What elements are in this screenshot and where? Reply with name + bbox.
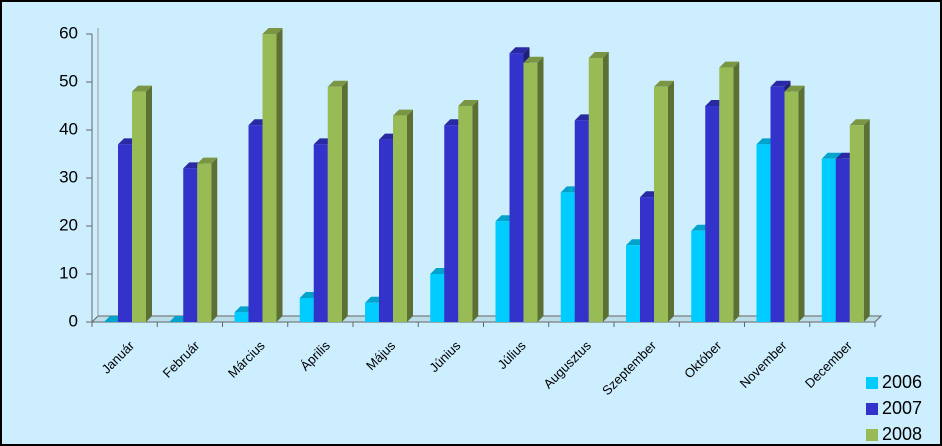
bar — [756, 144, 771, 322]
bar-side — [537, 56, 544, 323]
legend-swatch — [866, 429, 878, 441]
bar-side — [798, 85, 805, 322]
bar-side — [407, 109, 413, 322]
bar — [248, 125, 263, 322]
legend-label: 2008 — [882, 424, 922, 444]
legend-label: 2007 — [882, 398, 922, 418]
bar-side — [472, 100, 479, 322]
bar — [393, 115, 407, 322]
bar — [523, 62, 538, 323]
bar — [299, 298, 314, 322]
y-tick-label: 30 — [59, 167, 78, 186]
bar — [495, 221, 510, 322]
bar — [379, 139, 393, 322]
bar — [640, 197, 654, 322]
bar — [784, 91, 799, 322]
bar-side — [341, 80, 348, 322]
bar — [262, 34, 277, 322]
legend-swatch — [866, 403, 878, 415]
bar — [770, 86, 785, 322]
bar-top — [588, 52, 609, 58]
bar-top — [784, 85, 805, 92]
bar-top — [821, 152, 842, 159]
y-tick-label: 50 — [59, 71, 78, 90]
y-tick-label: 20 — [59, 215, 78, 234]
legend-label: 2006 — [882, 372, 922, 392]
bar — [560, 192, 575, 322]
bar-side — [276, 28, 283, 322]
y-tick-label: 60 — [59, 23, 78, 42]
bar — [327, 86, 342, 322]
bar — [626, 245, 640, 322]
bar — [588, 58, 603, 322]
bar-top — [393, 109, 413, 116]
bar-side — [602, 52, 609, 322]
bar — [654, 86, 668, 322]
bar — [365, 302, 379, 322]
bar — [444, 125, 459, 322]
bar-top — [654, 80, 674, 87]
bar — [313, 144, 328, 322]
bar-side — [146, 85, 152, 322]
bar-top — [132, 85, 152, 92]
bar-side — [211, 157, 218, 322]
bar — [132, 91, 146, 322]
bar-side — [668, 80, 674, 322]
y-tick-label: 40 — [59, 119, 78, 138]
bar — [458, 106, 473, 322]
bar — [719, 67, 734, 322]
bar — [234, 312, 249, 322]
bar-top — [262, 28, 283, 34]
bar-top — [509, 47, 530, 54]
bar — [849, 125, 864, 322]
bar — [835, 158, 850, 322]
bar-top — [719, 61, 740, 68]
bar — [705, 106, 720, 322]
legend-swatch — [866, 377, 878, 389]
bar — [430, 274, 445, 322]
bar — [574, 120, 589, 323]
bar — [197, 163, 212, 322]
bar — [691, 230, 706, 322]
y-tick-label: 10 — [59, 263, 78, 282]
bar-top — [523, 56, 544, 63]
bar-top — [327, 80, 348, 87]
bar — [118, 144, 132, 322]
bar — [509, 53, 524, 322]
y-tick-label: 0 — [69, 311, 78, 330]
bar-top — [458, 100, 479, 106]
bar-top — [770, 80, 791, 87]
bar-side — [733, 61, 740, 322]
bar-side — [863, 119, 870, 322]
bar-top — [849, 119, 870, 126]
bar — [821, 158, 836, 322]
bar — [183, 168, 198, 322]
bar-top — [197, 157, 218, 164]
